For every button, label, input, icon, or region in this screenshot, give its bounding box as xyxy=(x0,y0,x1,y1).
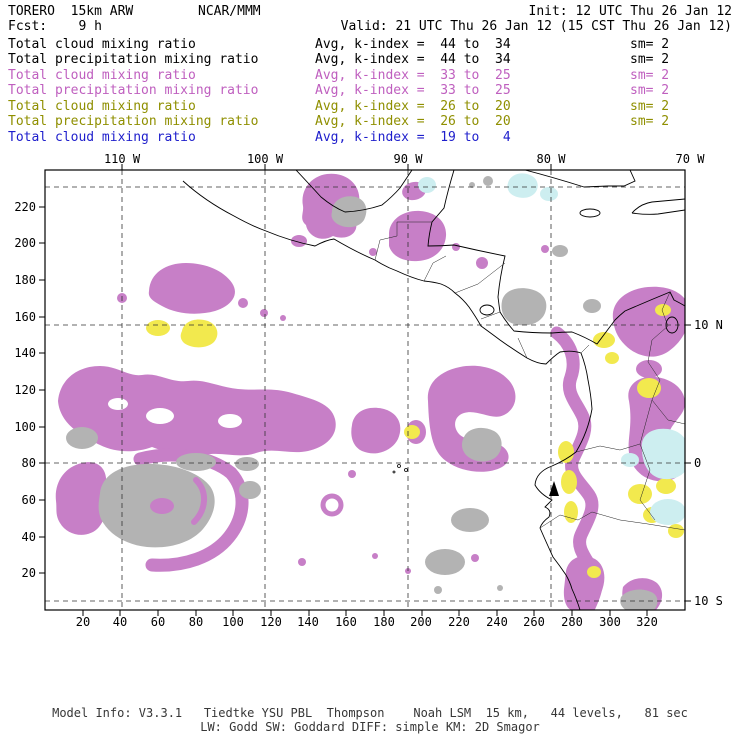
graticule-lines xyxy=(45,170,685,610)
legend-row-label: Total precipitation mixing ratio xyxy=(8,114,259,129)
legend-row-sm: sm= 2 xyxy=(630,114,670,129)
right-tick-label: 10 S xyxy=(694,594,723,608)
legend-row-stat: Avg, k-index = 44 to 34 xyxy=(315,37,511,52)
legend-row-stat: Avg, k-index = 44 to 34 xyxy=(315,52,511,67)
country-borders xyxy=(374,221,685,531)
bottom-tick-label: 200 xyxy=(410,615,432,629)
top-tick-label: 100 W xyxy=(246,152,284,166)
bottom-tick-label: 160 xyxy=(335,615,357,629)
bottom-tick-label: 140 xyxy=(297,615,319,629)
legend-row-sm: sm= 2 xyxy=(630,37,670,52)
footer-model-info: Model Info: V3.3.1 Tiedtke YSU PBL Thomp… xyxy=(52,706,688,720)
legend-row-sm: sm= 2 xyxy=(630,52,670,67)
bottom-tick-label: 80 xyxy=(188,615,204,629)
left-tick-label: 140 xyxy=(14,346,36,360)
left-tick-label: 160 xyxy=(14,310,36,324)
legend-row-label: Total cloud mixing ratio xyxy=(8,68,196,83)
left-tick-label: 220 xyxy=(14,200,36,214)
left-tick-label: 60 xyxy=(21,493,36,507)
left-tick-label: 20 xyxy=(21,566,36,580)
bottom-tick-label: 320 xyxy=(636,615,658,629)
legend-row-stat: Avg, k-index = 26 to 20 xyxy=(315,99,511,114)
legend-row-sm: sm= 2 xyxy=(630,68,670,83)
legend-row-sm: sm= 2 xyxy=(630,99,670,114)
legend-row-label: Total cloud mixing ratio xyxy=(8,130,196,145)
left-tick-label: 40 xyxy=(21,530,36,544)
fill-cyan-layer xyxy=(418,173,685,525)
bottom-tick-label: 60 xyxy=(150,615,166,629)
legend-row-label: Total cloud mixing ratio xyxy=(8,37,196,52)
legend-row-sm: sm= 2 xyxy=(630,83,670,98)
bottom-tick-label: 20 xyxy=(75,615,91,629)
model-name: TORERO 15km ARW xyxy=(8,4,134,19)
legend-row-label: Total precipitation mixing ratio xyxy=(8,52,259,67)
footer-physics-info: LW: Godd SW: Goddard DIFF: simple KM: 2D… xyxy=(200,720,540,734)
top-tick-label: 90 W xyxy=(393,152,423,166)
left-tick-label: 120 xyxy=(14,383,36,397)
bottom-tick-label: 120 xyxy=(260,615,282,629)
galapagos-islands xyxy=(392,464,408,474)
top-tick-label: 80 W xyxy=(536,152,566,166)
legend-row-stat: Avg, k-index = 33 to 25 xyxy=(315,68,511,83)
fill-white-holes xyxy=(108,398,242,428)
legend-row-stat: Avg, k-index = 33 to 25 xyxy=(315,83,511,98)
left-tick-label: 180 xyxy=(14,273,36,287)
forecast-hour: Fcst: 9 h xyxy=(8,19,102,34)
axis-ticks xyxy=(39,164,691,616)
legend-row-stat: Avg, k-index = 26 to 20 xyxy=(315,114,511,129)
bottom-tick-label: 240 xyxy=(486,615,508,629)
legend-row-stat: Avg, k-index = 19 to 4 xyxy=(315,130,511,145)
right-tick-label: 10 N xyxy=(694,318,723,332)
left-tick-label: 100 xyxy=(14,420,36,434)
top-tick-label: 110 W xyxy=(103,152,141,166)
legend-row-label: Total precipitation mixing ratio xyxy=(8,83,259,98)
bottom-tick-label: 260 xyxy=(523,615,545,629)
bottom-tick-label: 220 xyxy=(448,615,470,629)
coastlines xyxy=(182,170,685,610)
legend-row-label: Total cloud mixing ratio xyxy=(8,99,196,114)
left-tick-label: 200 xyxy=(14,236,36,250)
fill-purple-over-layer xyxy=(150,477,207,525)
bottom-tick-label: 100 xyxy=(222,615,244,629)
annotation-arrow xyxy=(549,481,559,496)
bottom-tick-label: 180 xyxy=(373,615,395,629)
bottom-tick-label: 40 xyxy=(112,615,128,629)
top-tick-label: 70 W xyxy=(675,152,705,166)
bottom-tick-label: 280 xyxy=(561,615,583,629)
left-tick-label: 80 xyxy=(21,456,36,470)
bottom-tick-label: 300 xyxy=(599,615,621,629)
init-time: Init: 12 UTC Thu 26 Jan 12 xyxy=(528,4,733,19)
valid-time: Valid: 21 UTC Thu 26 Jan 12 (15 CST Thu … xyxy=(340,19,732,34)
center-name: NCAR/MMM xyxy=(198,4,261,19)
right-tick-label: 0 xyxy=(694,456,702,470)
